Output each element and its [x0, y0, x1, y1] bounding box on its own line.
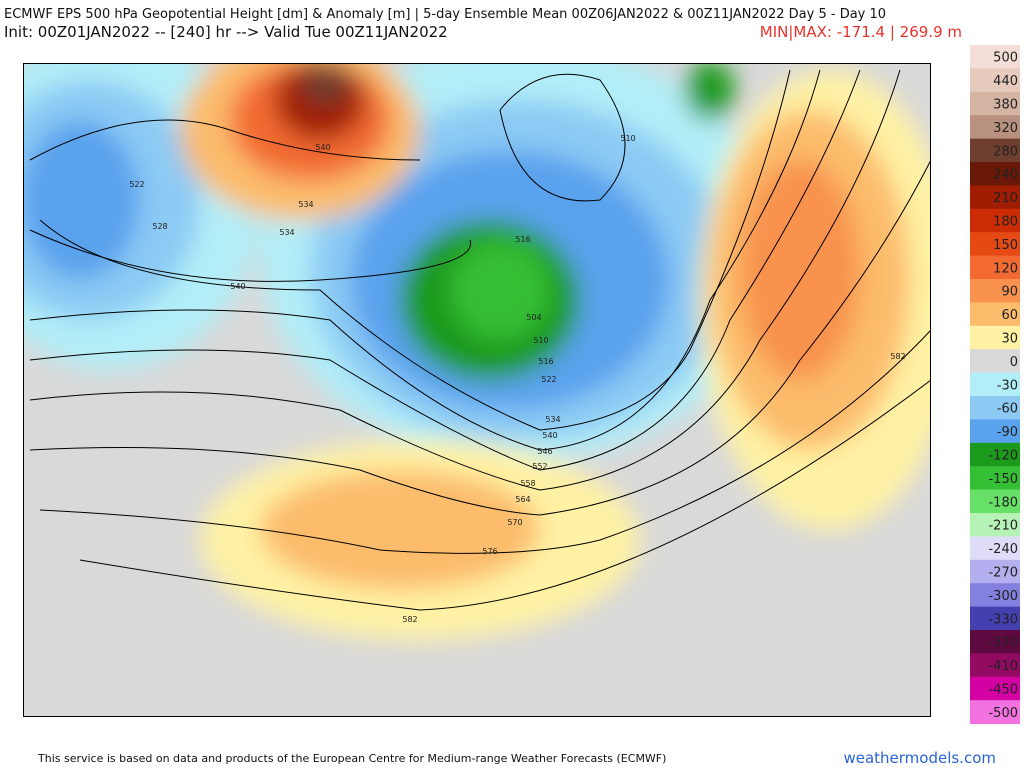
- color-label: 180: [993, 215, 1018, 230]
- color-swatch: [970, 162, 1020, 186]
- contour-label: 534: [298, 200, 313, 209]
- color-swatch: [970, 185, 1020, 210]
- color-label: -240: [988, 542, 1018, 557]
- color-label: 120: [993, 261, 1018, 276]
- color-swatch: [970, 513, 1020, 537]
- color-label: 440: [993, 74, 1018, 89]
- contour-label: 540: [230, 282, 245, 291]
- color-swatch: [970, 630, 1020, 654]
- title: ECMWF EPS 500 hPa Geopotential Height [d…: [4, 7, 886, 22]
- contour-label: 540: [315, 143, 330, 152]
- color-label: 0: [1010, 355, 1018, 370]
- color-label: -450: [988, 683, 1018, 698]
- color-label: 90: [1001, 285, 1018, 300]
- contour-label: 546: [537, 447, 552, 456]
- color-label: 60: [1001, 308, 1018, 323]
- color-label: -330: [988, 612, 1018, 627]
- color-swatch: [970, 208, 1020, 233]
- color-swatch: [970, 302, 1020, 327]
- color-label: -370: [988, 636, 1018, 651]
- contour-label: 576: [482, 547, 497, 556]
- color-label: -300: [988, 589, 1018, 604]
- color-swatch: [970, 91, 1020, 116]
- contour-label: 510: [620, 134, 635, 143]
- color-label: -500: [988, 706, 1018, 721]
- contour-label: 534: [279, 228, 294, 237]
- contour-label: 552: [532, 462, 547, 471]
- color-swatch: [970, 255, 1020, 280]
- color-label: 500: [993, 51, 1018, 66]
- color-swatch: [970, 536, 1020, 561]
- color-swatch: [970, 349, 1020, 374]
- contour-label: 522: [129, 180, 144, 189]
- contour-label: 582: [402, 615, 417, 624]
- footer-credit: This service is based on data and produc…: [37, 752, 666, 765]
- color-swatch: [970, 559, 1020, 584]
- color-swatch: [970, 115, 1020, 140]
- contour-label: 504: [526, 313, 541, 322]
- contour-label: 582: [890, 352, 905, 361]
- contour-label: 516: [538, 357, 553, 366]
- color-label: -90: [997, 425, 1018, 440]
- contour-label: 558: [520, 479, 535, 488]
- color-swatch: [970, 419, 1020, 444]
- color-label: -410: [988, 659, 1018, 674]
- color-swatch: [970, 606, 1020, 631]
- color-label: -150: [988, 472, 1018, 487]
- color-label: -210: [988, 519, 1018, 534]
- contour-label: 522: [541, 375, 556, 384]
- color-label: -30: [997, 378, 1018, 393]
- color-label: 240: [993, 168, 1018, 183]
- color-swatch: [970, 466, 1020, 491]
- color-swatch: [970, 653, 1020, 678]
- color-label: -270: [988, 566, 1018, 581]
- contour-label: 510: [533, 336, 548, 345]
- color-swatch: [970, 676, 1020, 701]
- color-label: -60: [997, 402, 1018, 417]
- min-max: MIN|MAX: -171.4 | 269.9 m: [760, 23, 962, 41]
- color-swatch: [970, 442, 1020, 467]
- color-label: 380: [993, 98, 1018, 113]
- color-label: 150: [993, 238, 1018, 253]
- contour-label: 564: [515, 495, 530, 504]
- contour-label: 570: [507, 518, 522, 527]
- color-swatch: [970, 489, 1020, 514]
- color-label: 210: [993, 191, 1018, 206]
- contour-label: 516: [515, 235, 530, 244]
- color-label: -180: [988, 495, 1018, 510]
- color-swatch: [970, 325, 1020, 350]
- color-swatch: [970, 372, 1020, 397]
- color-swatch: [970, 700, 1020, 725]
- contour-label: 534: [545, 415, 560, 424]
- color-label: 280: [993, 144, 1018, 159]
- color-label: -120: [988, 449, 1018, 464]
- color-swatch: [970, 138, 1020, 163]
- color-label: 320: [993, 121, 1018, 136]
- map: 522 528 534 534 540 540 510 504 510 516 …: [23, 63, 931, 717]
- color-swatch: [970, 232, 1020, 257]
- footer-brand[interactable]: weathermodels.com: [843, 749, 996, 767]
- contour-label: 528: [152, 222, 167, 231]
- color-bar: 500 440 380 320 280 240 210 180 150 120 90 60 30 0 -30…: [970, 45, 1020, 725]
- init-line: Init: 00Z01JAN2022 -- [240] hr --> Valid…: [4, 23, 448, 41]
- contour-label: 540: [542, 431, 557, 440]
- color-swatch: [970, 279, 1020, 303]
- color-swatch: [970, 68, 1020, 93]
- color-swatch: [970, 45, 1020, 69]
- color-swatch: [970, 396, 1020, 420]
- color-swatch: [970, 583, 1020, 608]
- color-label: 30: [1001, 332, 1018, 347]
